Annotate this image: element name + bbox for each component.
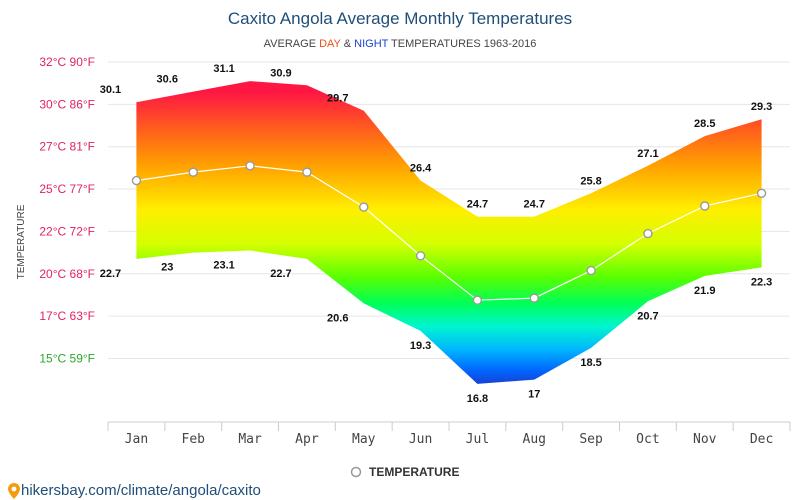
- legend-marker-icon: [350, 466, 362, 478]
- y-tick-label: 15°C 59°F: [39, 351, 95, 365]
- x-tick-label: Feb: [182, 432, 206, 447]
- x-tick-label: Oct: [636, 432, 659, 447]
- average-temperature-point[interactable]: [245, 161, 255, 171]
- day-value-label: 24.7: [467, 199, 488, 211]
- day-value-label: 30.1: [100, 84, 121, 96]
- day-value-label: 26.4: [410, 163, 432, 175]
- average-temperature-polyline: [136, 165, 762, 301]
- chart-subtitle: AVERAGE DAY & NIGHT TEMPERATURES 1963-20…: [264, 38, 537, 50]
- day-value-label: 30.6: [157, 74, 178, 86]
- y-tick-label: 17°C 63°F: [39, 309, 95, 323]
- temperature-range-area: [136, 81, 762, 384]
- day-value-label: 28.5: [694, 118, 715, 130]
- night-value-label: 22.3: [751, 276, 772, 288]
- average-temperature-point[interactable]: [700, 201, 710, 211]
- y-tick-label: 20°C 68°F: [39, 267, 95, 281]
- average-temperature-point[interactable]: [472, 295, 483, 305]
- y-tick-label: 32°C 90°F: [39, 55, 95, 69]
- average-temperature-point[interactable]: [756, 188, 767, 198]
- night-value-label: 19.3: [410, 340, 431, 352]
- night-value-label: 22.7: [270, 268, 291, 280]
- x-tick-label: Apr: [295, 432, 319, 447]
- x-tick-label: Nov: [693, 432, 717, 447]
- legend-label: TEMPERATURE: [369, 465, 459, 479]
- x-tick-label: Sep: [579, 432, 603, 447]
- subtitle-night: NIGHT: [354, 38, 389, 50]
- x-tick-label: Aug: [523, 432, 546, 447]
- average-temperature-point[interactable]: [131, 175, 142, 186]
- chart-title: Caxito Angola Average Monthly Temperatur…: [228, 9, 572, 28]
- x-tick-label: Jun: [409, 432, 432, 447]
- y-tick-labels: 32°C 90°F 30°C 86°F 27°C 81°F 25°C 77°F 22°C…: [39, 55, 95, 365]
- night-value-label: 20.7: [637, 310, 658, 322]
- average-temperature-point[interactable]: [586, 265, 596, 276]
- night-value-label: 18.5: [580, 357, 601, 369]
- day-value-label: 29.3: [751, 101, 772, 113]
- y-tick-label: 30°C 86°F: [39, 97, 95, 111]
- average-temperature-point[interactable]: [188, 167, 198, 177]
- subtitle-prefix: AVERAGE: [264, 38, 319, 50]
- night-value-label: 21.9: [694, 285, 715, 297]
- x-tick-label: Mar: [238, 432, 262, 447]
- x-axis: Jan Feb Mar Apr May Jun Jul Aug Sep Oct Nov Dec: [107, 421, 791, 447]
- day-value-label: 30.9: [270, 67, 291, 79]
- y-tick-label: 25°C 77°F: [39, 182, 95, 196]
- night-value-label: 20.6: [327, 312, 348, 324]
- data-labels: 30.1 30.6 31.1 30.9 29.7 26.4 24.7 24.7 25.8 27.1…: [100, 63, 773, 405]
- day-value-label: 25.8: [580, 175, 601, 187]
- x-tick-label: Jan: [125, 432, 148, 447]
- average-temperature-line: [131, 161, 767, 305]
- day-value-label: 31.1: [213, 63, 234, 75]
- footer-source[interactable]: hikersbay.com/climate/angola/caxito: [8, 482, 261, 499]
- day-value-label: 24.7: [524, 199, 545, 211]
- night-value-label: 23.1: [213, 259, 234, 271]
- subtitle-suffix: TEMPERATURES 1963-2016: [388, 38, 536, 50]
- average-temperature-point[interactable]: [643, 228, 653, 239]
- y-tick-label: 27°C 81°F: [39, 140, 95, 154]
- night-value-label: 16.8: [467, 393, 488, 405]
- subtitle-amp: &: [341, 38, 354, 50]
- night-value-label: 17: [528, 389, 540, 401]
- day-night-range-band: [136, 81, 762, 384]
- night-value-label: 23: [161, 262, 173, 274]
- night-value-label: 22.7: [100, 268, 121, 280]
- x-tick-label: May: [352, 432, 376, 447]
- source-link[interactable]: hikersbay.com/climate/angola/caxito: [21, 482, 261, 499]
- x-tick-label: Jul: [466, 432, 489, 447]
- y-tick-label: 22°C 72°F: [39, 224, 95, 238]
- day-value-label: 29.7: [327, 93, 348, 105]
- average-temperature-point[interactable]: [529, 293, 539, 303]
- map-pin-icon: [8, 483, 20, 499]
- subtitle-day: DAY: [319, 38, 341, 50]
- x-tick-label: Dec: [750, 432, 773, 447]
- average-temperature-point[interactable]: [415, 251, 426, 261]
- average-temperature-point[interactable]: [302, 167, 312, 177]
- average-temperature-point[interactable]: [359, 202, 369, 212]
- day-value-label: 27.1: [637, 148, 658, 160]
- y-axis-label: TEMPERATURE: [16, 204, 27, 279]
- legend[interactable]: TEMPERATURE: [350, 465, 460, 479]
